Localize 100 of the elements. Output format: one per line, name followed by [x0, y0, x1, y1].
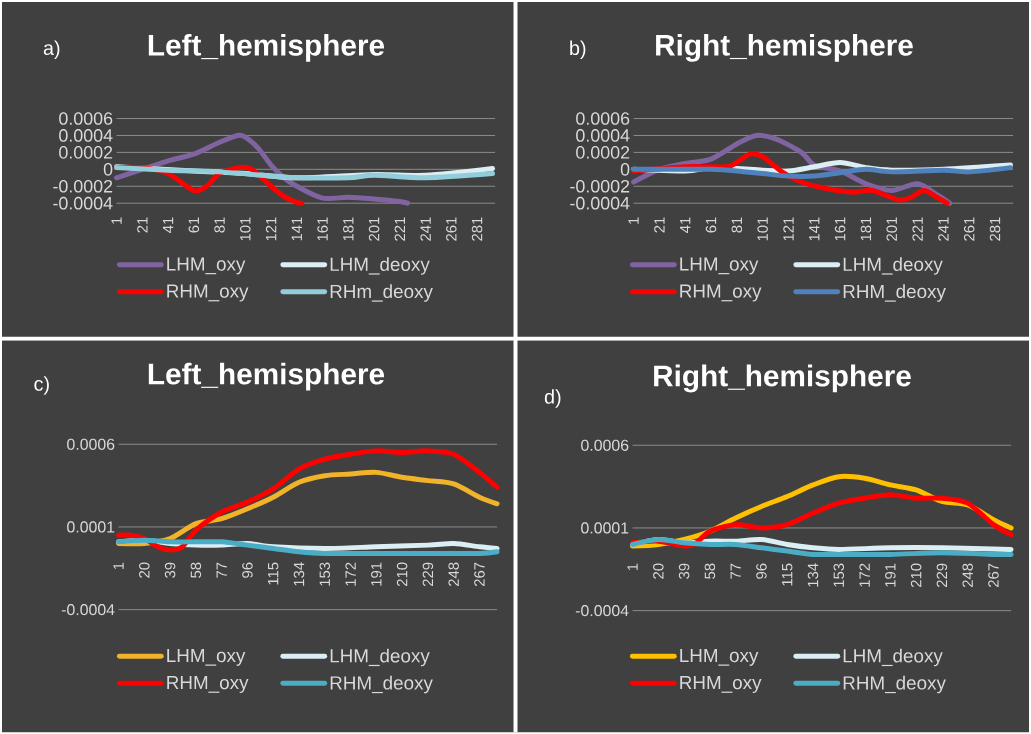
text: c) — [34, 376, 49, 395]
x-tick-label: 221 — [912, 217, 923, 241]
y-tick-label: 0.0002 — [576, 146, 630, 159]
y-tick-label: 0.0004 — [59, 129, 113, 142]
y-tick-label: -0.0004 — [570, 196, 630, 210]
x-tick-label: 121 — [783, 217, 794, 241]
x-tick-label: 141 — [809, 217, 820, 241]
chart-title: Left_hemisphere — [148, 33, 385, 62]
x-tick-label: 261 — [446, 217, 457, 241]
x-tick-label: 96 — [756, 563, 767, 579]
legend-label: LHM_oxy — [167, 648, 246, 666]
legend-label: LHM_deoxy — [330, 257, 430, 275]
y-tick-label: 0.0001 — [581, 522, 629, 534]
x-tick-label: 61 — [705, 217, 717, 233]
x-tick-label: 1 — [627, 563, 638, 570]
x-tick-label: 20 — [653, 563, 664, 579]
x-tick-label: 96 — [242, 562, 253, 578]
legend-label: RHM_oxy — [167, 676, 249, 693]
x-tick-label: 241 — [938, 217, 949, 241]
x-tick-label: 229 — [936, 563, 948, 587]
x-tick-label: 134 — [807, 563, 819, 587]
text: b) — [570, 40, 586, 59]
y-tick-label: 0.0006 — [576, 112, 630, 125]
x-tick-label: 281 — [989, 217, 1001, 241]
x-tick-label: 248 — [448, 562, 459, 586]
x-tick-label: 267 — [988, 563, 999, 587]
x-tick-label: 261 — [963, 217, 975, 241]
x-tick-label: 81 — [731, 217, 743, 233]
legend-label: LHM_deoxy — [843, 257, 943, 275]
x-tick-label: 241 — [420, 217, 431, 241]
y-tick-label: -0.0002 — [53, 179, 113, 193]
legend-label: LHM_oxy — [167, 257, 246, 275]
y-tick-label: 0 — [620, 162, 630, 176]
y-tick-label: -0.0002 — [570, 179, 630, 193]
x-tick-label: 115 — [782, 563, 793, 586]
text: a) — [43, 40, 60, 59]
x-tick-label: 39 — [678, 563, 690, 579]
legend-label: LHM_deoxy — [843, 648, 943, 667]
x-tick-label: 77 — [216, 562, 227, 578]
x-tick-label: 248 — [962, 563, 973, 587]
x-tick-label: 1 — [111, 217, 122, 224]
text: d) — [544, 389, 561, 408]
x-tick-label: 39 — [164, 562, 176, 578]
x-tick-label: 41 — [162, 217, 174, 233]
x-tick-label: 1 — [113, 562, 124, 570]
chart-title: Left_hemisphere — [148, 362, 385, 391]
legend-label: RHM_oxy — [167, 284, 249, 302]
x-tick-label: 221 — [394, 217, 406, 241]
legend-label: RHM_deoxy — [843, 675, 946, 694]
x-tick-label: 161 — [317, 217, 328, 241]
legend-label: RHM_oxy — [680, 676, 762, 693]
x-tick-label: 1 — [628, 217, 639, 224]
y-tick-label: 0.0004 — [576, 129, 630, 142]
legend-label: LHM_deoxy — [330, 648, 430, 667]
x-tick-label: 210 — [396, 562, 408, 586]
y-tick-label: 0.0001 — [67, 521, 115, 533]
line-series — [631, 165, 1013, 179]
x-tick-label: 153 — [833, 563, 845, 587]
x-tick-label: 267 — [474, 562, 485, 586]
legend-label: RHM_oxy — [680, 284, 762, 302]
y-tick-label: -0.0004 — [53, 196, 113, 210]
chart-title: Right_hemisphere — [656, 33, 913, 62]
x-tick-label: 21 — [137, 217, 148, 233]
y-tick-label: 0.0006 — [67, 438, 115, 450]
chart-title: Right_hemisphere — [654, 364, 911, 393]
x-tick-label: 191 — [885, 563, 896, 587]
x-tick-label: 153 — [319, 562, 331, 586]
legend-label: LHM_oxy — [680, 257, 759, 275]
x-tick-label: 101 — [240, 217, 251, 241]
y-tick-label: -0.0004 — [61, 603, 115, 616]
x-tick-label: 115 — [268, 562, 279, 585]
y-tick-label: 0.0006 — [59, 112, 113, 125]
x-tick-label: 161 — [834, 217, 846, 241]
x-tick-label: 281 — [471, 217, 483, 241]
x-tick-label: 21 — [654, 217, 665, 233]
x-tick-label: 141 — [291, 217, 302, 241]
x-tick-label: 58 — [190, 562, 202, 578]
y-tick-label: 0 — [103, 162, 113, 176]
legend-label: RHm_deoxy — [330, 284, 433, 302]
line-series — [114, 132, 411, 206]
x-tick-label: 229 — [422, 562, 434, 586]
x-tick-label: 172 — [345, 562, 356, 586]
x-tick-label: 172 — [859, 563, 870, 587]
x-tick-label: 191 — [371, 562, 382, 586]
legend-label: RHM_deoxy — [330, 675, 433, 694]
x-tick-label: 101 — [757, 217, 768, 241]
x-tick-label: 58 — [704, 563, 716, 579]
y-tick-label: -0.0004 — [575, 604, 629, 617]
x-tick-label: 201 — [368, 217, 380, 241]
x-tick-label: 81 — [214, 217, 225, 233]
x-tick-label: 77 — [730, 563, 741, 579]
x-tick-label: 61 — [188, 217, 200, 233]
x-tick-label: 181 — [343, 217, 354, 241]
x-tick-label: 210 — [910, 563, 922, 587]
x-tick-label: 121 — [265, 217, 277, 241]
x-tick-label: 181 — [860, 217, 872, 241]
y-tick-label: 0.0006 — [581, 439, 629, 451]
y-tick-label: 0.0002 — [59, 146, 113, 159]
x-tick-label: 134 — [293, 562, 305, 586]
legend-label: RHM_deoxy — [843, 284, 946, 302]
